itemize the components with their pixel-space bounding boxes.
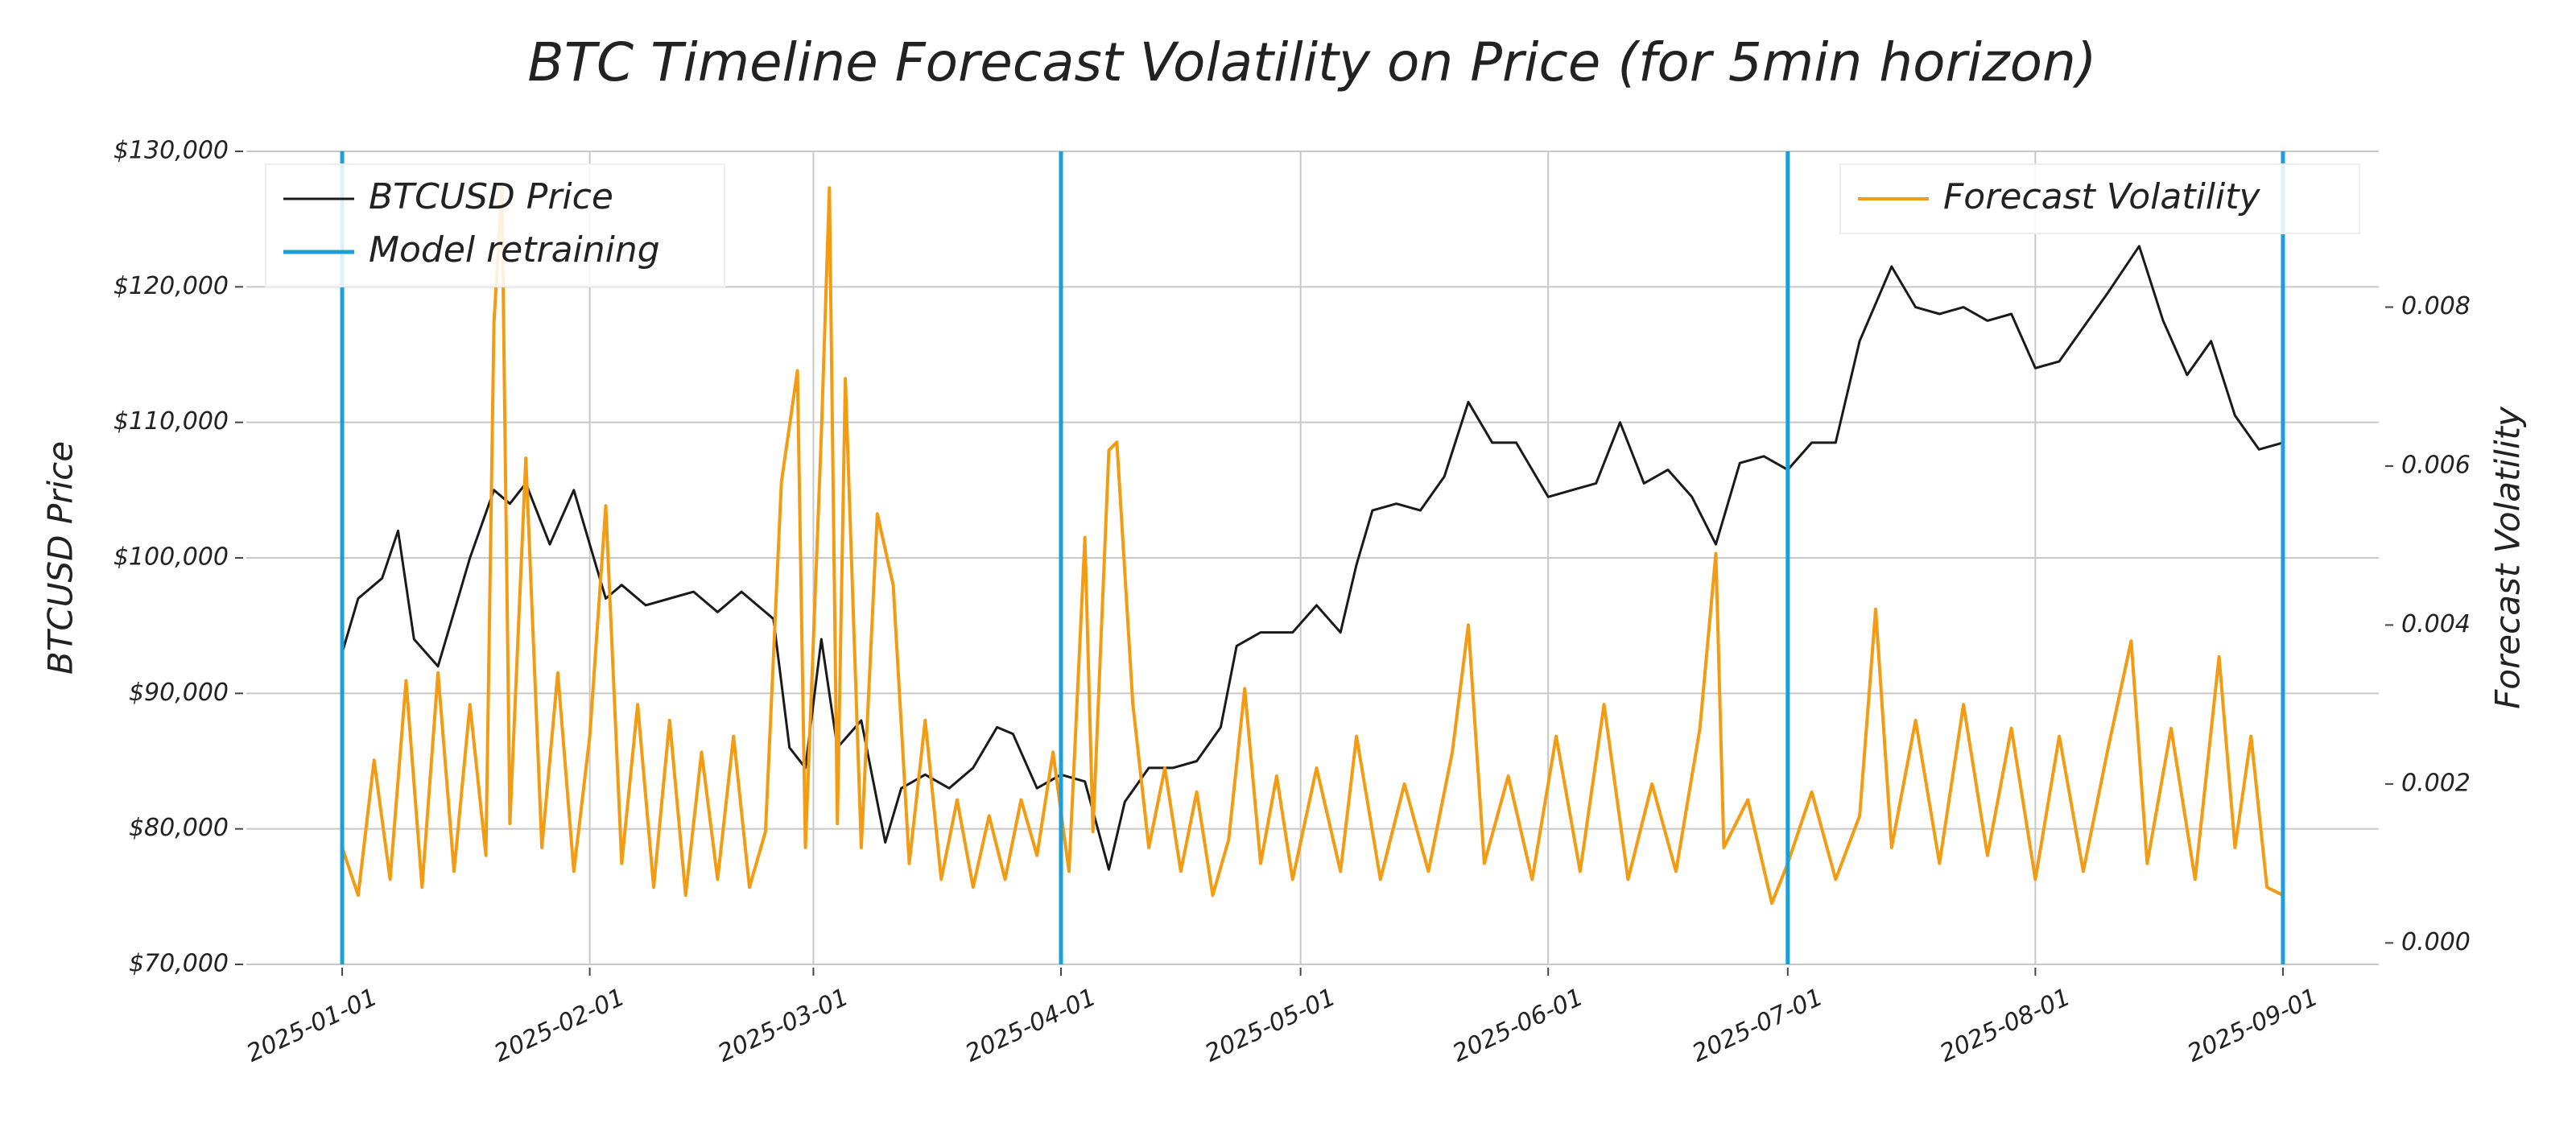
y-tick-label: $120,000 (114, 272, 229, 300)
y2-tick-label: 0.006 (2401, 451, 2471, 479)
legend-label: BTCUSD Price (369, 176, 613, 217)
legend-label: Forecast Volatility (1943, 176, 2261, 217)
chart-title: BTC Timeline Forecast Volatility on Pric… (527, 31, 2096, 93)
y-tick-label: $90,000 (129, 679, 229, 707)
series-line (341, 186, 2284, 905)
y2-tick-label: 0.008 (2401, 292, 2471, 320)
y2-axis-label: Forecast Volatility (2488, 406, 2528, 709)
y-tick-label: $100,000 (114, 543, 229, 572)
y2-tick-label: 0.000 (2401, 928, 2471, 956)
y-axis-label: BTCUSD Price (41, 441, 80, 675)
y2-tick-label: 0.004 (2401, 610, 2471, 638)
y2-tick-label: 0.002 (2401, 769, 2471, 797)
y-tick-label: $110,000 (114, 407, 229, 436)
legend-label: Model retraining (369, 229, 660, 270)
y-tick-label: $130,000 (114, 137, 229, 165)
legend-box (265, 163, 725, 287)
y-tick-label: $80,000 (129, 814, 229, 842)
y-tick-label: $70,000 (129, 950, 229, 978)
